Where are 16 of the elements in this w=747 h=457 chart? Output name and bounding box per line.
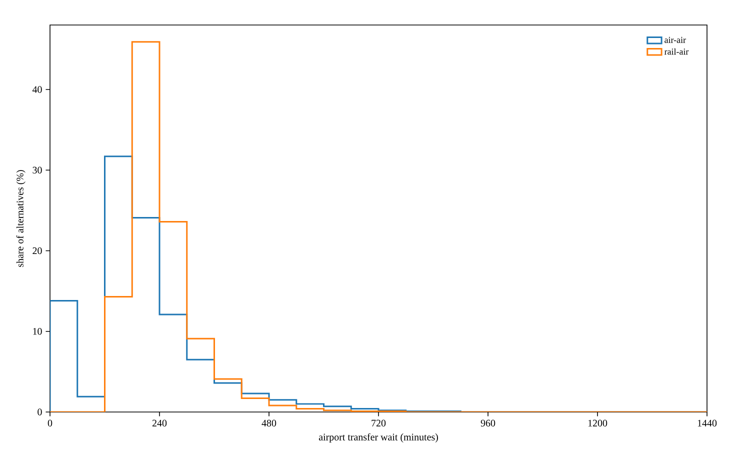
y-tick-label: 20 xyxy=(32,247,42,254)
x-tick-label: 1200 xyxy=(588,420,608,426)
x-tick-label: 480 xyxy=(262,420,276,426)
x-tick-label: 0 xyxy=(48,420,52,426)
x-tick-label: 1440 xyxy=(698,420,717,426)
x-tick-label: 960 xyxy=(480,420,496,426)
legend-label: rail-air xyxy=(664,48,689,55)
y-tick-label: 0 xyxy=(38,408,42,416)
x-tick-label: 720 xyxy=(372,420,386,426)
x-axis-title: airport transfer wait (minutes) xyxy=(318,433,438,442)
y-tick-label: 30 xyxy=(32,166,42,174)
legend-label: air-air xyxy=(664,36,686,43)
y-tick-label: 10 xyxy=(33,328,42,335)
y-tick-label: 40 xyxy=(32,86,42,93)
x-tick-label: 240 xyxy=(152,420,167,426)
y-axis-title: share of alternatives (%) xyxy=(16,170,26,267)
